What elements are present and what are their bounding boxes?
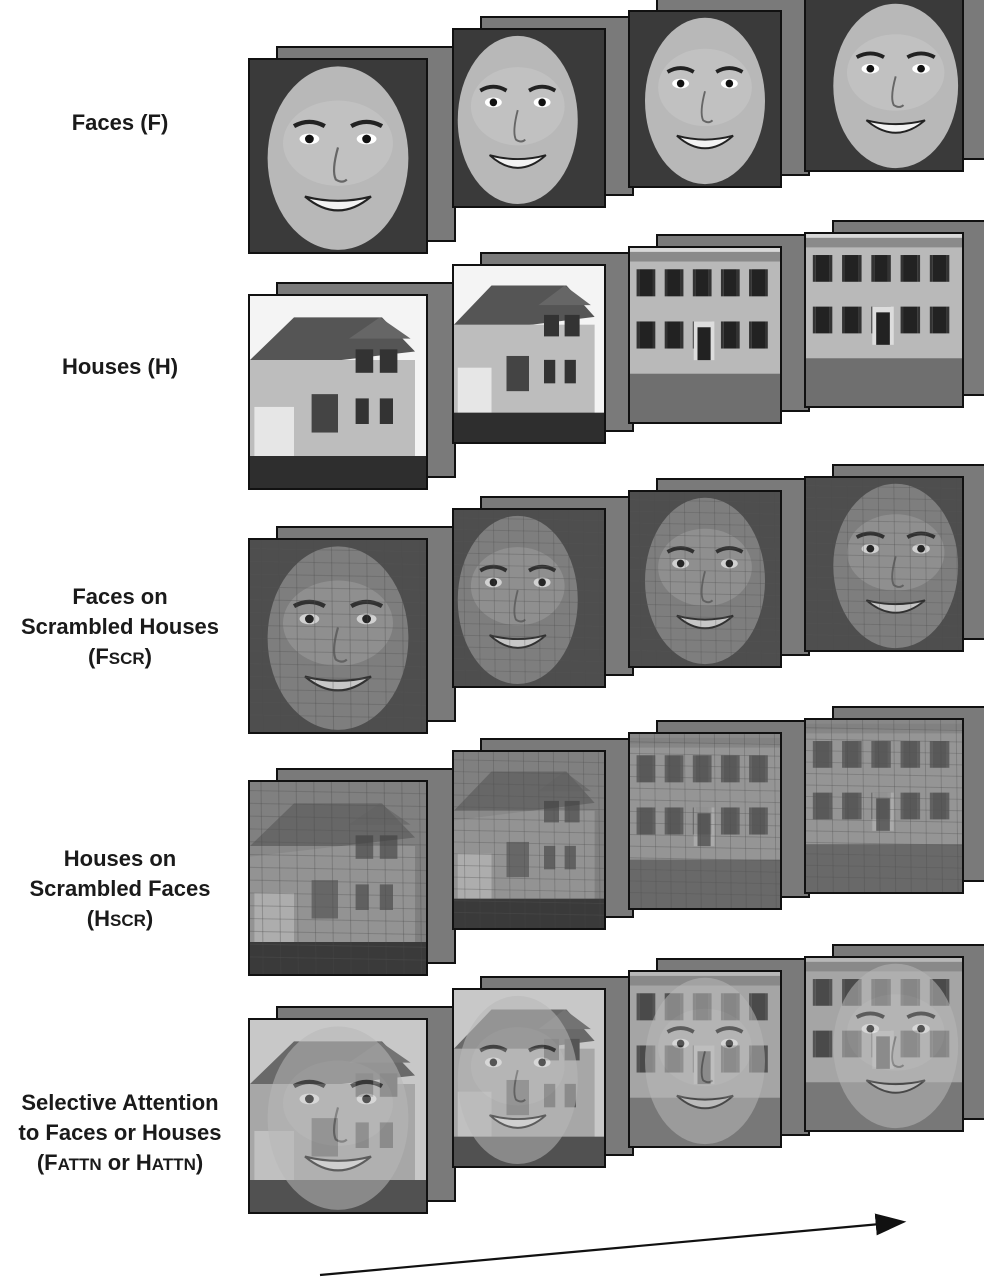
stimulus-image (452, 28, 606, 208)
stimulus-image (804, 476, 964, 652)
stimulus-image (248, 780, 428, 976)
label-line: Faces on (72, 584, 168, 609)
stimulus-image (804, 232, 964, 408)
stimulus-image (804, 718, 964, 894)
stimulus-image (452, 508, 606, 688)
stimulus-stack (804, 220, 984, 426)
subscript: SCR (109, 911, 146, 930)
stimulus-image (452, 264, 606, 444)
label-line: Houses (H) (61, 354, 179, 379)
subscript: ATTN (151, 1155, 196, 1174)
stimulus-image (248, 58, 428, 254)
subscript: SCR (108, 649, 145, 668)
stimulus-stack (248, 1006, 458, 1232)
stimulus-stack (452, 16, 636, 226)
stimulus-stack (804, 944, 984, 1150)
stimulus-image (452, 988, 606, 1168)
stimulus-image (628, 490, 782, 668)
stimulus-stack (452, 252, 636, 462)
stimulus-stack (452, 496, 636, 706)
stimulus-image (248, 538, 428, 734)
label-line: (HSCR) (86, 906, 154, 931)
stimulus-stack (804, 0, 984, 190)
stimulus-stack (248, 526, 458, 752)
stimulus-stack (804, 706, 984, 912)
stimulus-image (628, 732, 782, 910)
stimulus-stack (452, 976, 636, 1186)
row-label-houses-scrambled: Houses on Scrambled Faces (HSCR) (0, 844, 240, 936)
stimulus-stack (628, 958, 812, 1166)
stimulus-stack (804, 464, 984, 670)
row-label-selective-attention: Selective Attention to Faces or Houses (… (0, 1088, 240, 1180)
label-line: (FATTN or HATTN) (36, 1150, 204, 1175)
label-line: Scrambled Houses (20, 614, 220, 639)
stimulus-image (248, 1018, 428, 1214)
stimulus-image (628, 970, 782, 1148)
label-line: Selective Attention (21, 1090, 219, 1115)
stimulus-image (248, 294, 428, 490)
stimulus-image (804, 956, 964, 1132)
stimulus-stack (628, 234, 812, 442)
stimulus-stack (248, 768, 458, 994)
stimulus-image (452, 750, 606, 930)
stimulus-stack (248, 46, 458, 272)
stimulus-stack (452, 738, 636, 948)
label-line: Houses on (63, 846, 177, 871)
stimulus-image (628, 246, 782, 424)
stimulus-stack (628, 720, 812, 928)
stimulus-image (628, 10, 782, 188)
stimulus-stack (628, 478, 812, 686)
row-label-faces-scrambled: Faces on Scrambled Houses (FSCR) (0, 582, 240, 674)
stimulus-stack (628, 0, 812, 206)
label-line: to Faces or Houses (18, 1120, 222, 1145)
subscript: ATTN (57, 1155, 102, 1174)
stimulus-image (804, 0, 964, 172)
row-label-houses: Houses (H) (0, 352, 240, 382)
stimulus-stack (248, 282, 458, 508)
label-line: (FSCR) (88, 644, 152, 669)
label-line: Scrambled Faces (29, 876, 211, 901)
label-line: Faces (F) (71, 110, 169, 135)
row-label-faces: Faces (F) (0, 108, 240, 138)
